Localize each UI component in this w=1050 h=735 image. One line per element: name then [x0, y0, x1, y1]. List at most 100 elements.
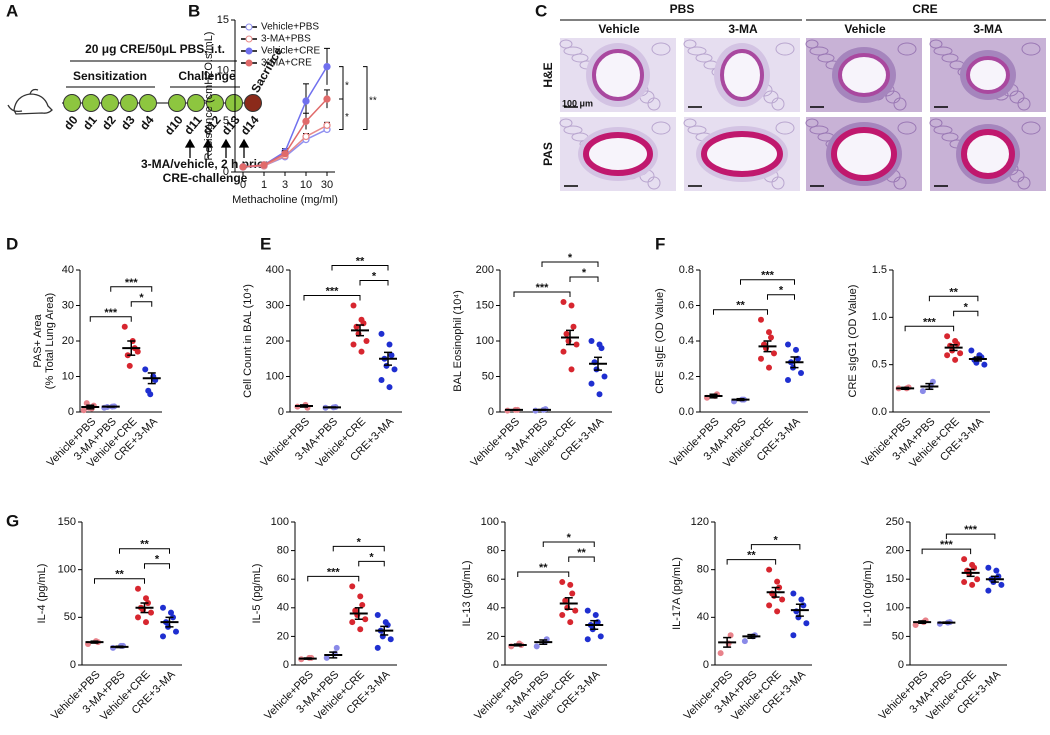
data-point	[350, 302, 357, 309]
tissue-texture	[563, 46, 583, 56]
data-point	[961, 579, 968, 586]
tissue-texture	[647, 176, 661, 190]
y-axis-label: Cell Count in BAL (10⁴)	[242, 284, 254, 398]
tissue-texture	[933, 125, 953, 135]
data-point	[168, 609, 174, 616]
data-point	[374, 644, 381, 651]
significance-bracket	[767, 294, 795, 300]
y-tick-label: 1.5	[872, 264, 887, 276]
data-point	[533, 643, 540, 650]
data-point	[766, 566, 773, 573]
significance-bracket	[331, 265, 389, 271]
y-tick-label: 0.8	[679, 264, 694, 276]
significance-label: *	[345, 80, 349, 91]
data-point	[985, 587, 992, 594]
legend-marker	[245, 23, 253, 31]
tissue-texture	[941, 132, 959, 142]
data-point	[570, 323, 577, 330]
significance-label: **	[115, 569, 124, 581]
significance-label: **	[356, 256, 365, 268]
significance-bracket	[541, 261, 599, 267]
significance-bracket	[144, 563, 170, 569]
tissue-texture	[687, 46, 707, 56]
data-point	[135, 614, 141, 621]
data-point	[350, 341, 357, 348]
y-tick-label: 40	[697, 611, 709, 623]
significance-label: *	[139, 292, 144, 304]
data-point	[323, 62, 331, 71]
data-point	[766, 329, 772, 336]
data-point	[160, 604, 166, 611]
day-label: d3	[118, 113, 138, 133]
significance-label: *	[372, 271, 377, 283]
significance-bracket	[928, 295, 979, 302]
data-point	[774, 578, 781, 585]
y-axis-label: IL-10 (pg/mL)	[862, 560, 874, 626]
treatment-label: Vehicle	[844, 22, 886, 36]
scale-label: 100 μm	[562, 98, 593, 108]
y-axis-label: CRE sIgG1 (OD Value)	[847, 285, 859, 398]
data-point	[588, 338, 595, 344]
y-tick-label: 0	[283, 659, 289, 671]
tissue-texture	[571, 53, 589, 63]
data-point	[173, 628, 179, 635]
y-tick-label: 50	[64, 611, 76, 623]
group-label: PBS	[670, 2, 695, 16]
data-point	[785, 341, 791, 348]
significance-label: **	[369, 96, 377, 107]
significance-bracket	[359, 280, 389, 286]
data-point	[568, 366, 575, 373]
data-point	[134, 348, 141, 355]
y-tick-label: 400	[266, 264, 284, 276]
y-axis-label: IL-17A (pg/mL)	[671, 557, 683, 630]
data-point	[323, 121, 331, 130]
tissue-texture	[809, 125, 829, 135]
significance-label: *	[357, 536, 362, 548]
y-tick-label: 60	[277, 573, 289, 585]
tissue-texture	[771, 97, 785, 111]
data-point	[563, 330, 570, 337]
data-point	[121, 323, 128, 330]
data-point	[598, 345, 605, 352]
data-point	[592, 611, 599, 618]
x-tick-label: 1	[261, 179, 267, 191]
data-point	[785, 377, 791, 384]
data-point	[567, 581, 574, 588]
tissue-texture	[809, 46, 829, 56]
data-point	[961, 556, 968, 563]
significance-bracket	[332, 545, 385, 552]
protocol-diagram: A 20 μg CRE/50μL PBS, i.t. Sensitization…	[6, 1, 286, 185]
data-point	[560, 348, 567, 355]
significance-bracket	[953, 310, 979, 317]
significance-label: **	[140, 539, 149, 551]
data-point	[944, 352, 951, 359]
data-point	[143, 619, 149, 626]
tissue-texture	[1009, 169, 1025, 183]
data-point	[766, 364, 772, 371]
y-tick-label: 200	[266, 335, 284, 347]
data-point	[790, 632, 797, 639]
significance-label: *	[345, 112, 349, 123]
significance-bracket	[568, 556, 595, 563]
y-tick-label: 150	[886, 573, 904, 585]
y-tick-label: 40	[487, 602, 499, 614]
significance-label: **	[577, 547, 586, 559]
data-point	[974, 576, 981, 583]
y-tick-label: 100	[266, 370, 284, 382]
y-tick-label: 0	[68, 406, 74, 418]
y-tick-label: 0.2	[679, 370, 694, 382]
y-tick-label: 50	[482, 370, 494, 382]
legend-marker	[245, 35, 253, 43]
data-point	[985, 564, 992, 571]
significance-bracket	[713, 309, 768, 315]
y-tick-label: 100	[58, 564, 76, 576]
data-point	[800, 602, 807, 609]
significance-bracket	[110, 286, 153, 292]
significance-label: ***	[326, 286, 340, 298]
data-point	[768, 334, 774, 341]
data-point	[147, 391, 154, 398]
x-tick-label: 10	[300, 179, 312, 191]
significance-label: ***	[125, 277, 139, 289]
